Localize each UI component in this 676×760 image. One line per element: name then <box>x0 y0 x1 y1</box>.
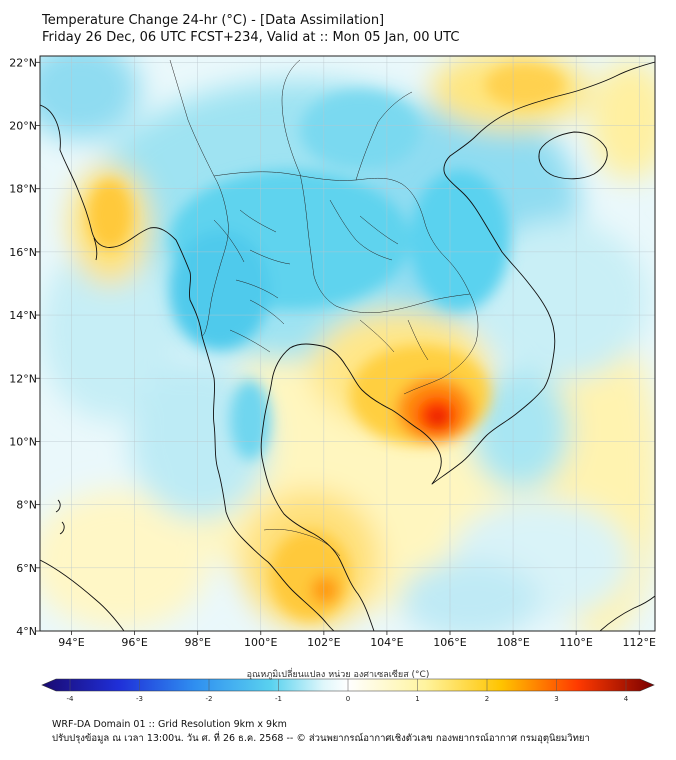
colorbar-tick-label: 3 <box>554 695 558 703</box>
colorbar-tick-label: -2 <box>206 695 213 703</box>
lat-label: 14°N <box>9 309 37 322</box>
colorbar-tick-label: 2 <box>485 695 489 703</box>
lon-label: 112°E <box>623 636 656 649</box>
map-title: Temperature Change 24-hr (°C) - [Data As… <box>42 12 459 46</box>
lon-label: 96°E <box>121 636 147 649</box>
title-line-2: Friday 26 Dec, 06 UTC FCST+234, Valid at… <box>42 30 460 45</box>
colorbar-tick-label: 1 <box>415 695 419 703</box>
colorbar-tick-label: 4 <box>624 695 629 703</box>
colorbar: -4 -3 -2 -1 0 1 2 3 4 <box>41 678 655 703</box>
footer-line-1: WRF-DA Domain 01 :: Grid Resolution 9km … <box>52 719 287 730</box>
lon-label: 106°E <box>433 636 466 649</box>
map-frame <box>39 55 656 632</box>
lat-label: 22°N <box>9 56 37 69</box>
lat-label: 18°N <box>9 183 37 196</box>
lat-label: 4°N <box>16 625 37 638</box>
lat-label: 10°N <box>9 435 37 448</box>
lon-label: 100°E <box>244 636 277 649</box>
footer: WRF-DA Domain 01 :: Grid Resolution 9km … <box>52 718 590 746</box>
lon-label: 104°E <box>370 636 403 649</box>
footer-line-2: ปรับปรุงข้อมูล ณ เวลา 13:00น. วัน ศ. ที่… <box>52 733 590 744</box>
field-blobs-core <box>88 63 565 620</box>
colorbar-tick-label: -3 <box>136 695 143 703</box>
lon-label: 110°E <box>559 636 592 649</box>
coastlines <box>40 61 655 631</box>
lat-label: 12°N <box>9 372 37 385</box>
lat-label: 6°N <box>16 562 37 575</box>
lat-label: 8°N <box>16 499 37 512</box>
lat-label: 16°N <box>9 246 37 259</box>
colorbar-tick-label: 0 <box>346 695 350 703</box>
lon-label: 102°E <box>307 636 340 649</box>
colorbar-tick-label: -4 <box>67 695 75 703</box>
lat-label: 20°N <box>9 120 37 133</box>
title-line-1: Temperature Change 24-hr (°C) - [Data As… <box>42 13 385 28</box>
country-borders <box>169 59 479 557</box>
lon-label: 98°E <box>184 636 210 649</box>
colorbar-ticks: -4 -3 -2 -1 0 1 2 3 4 <box>67 679 629 703</box>
colorbar-tick-label: -1 <box>275 695 282 703</box>
lon-label: 94°E <box>58 636 84 649</box>
temperature-field <box>40 56 655 631</box>
lon-label: 108°E <box>496 636 529 649</box>
axis-labels: 94°E 96°E 98°E 100°E 102°E 104°E 106°E 108°E 110… <box>9 56 656 649</box>
graticule <box>40 56 655 631</box>
colorbar-title: อุณหภูมิเปลี่ยนแปลง หน่วย องศาเซลเซียส (… <box>246 670 430 680</box>
